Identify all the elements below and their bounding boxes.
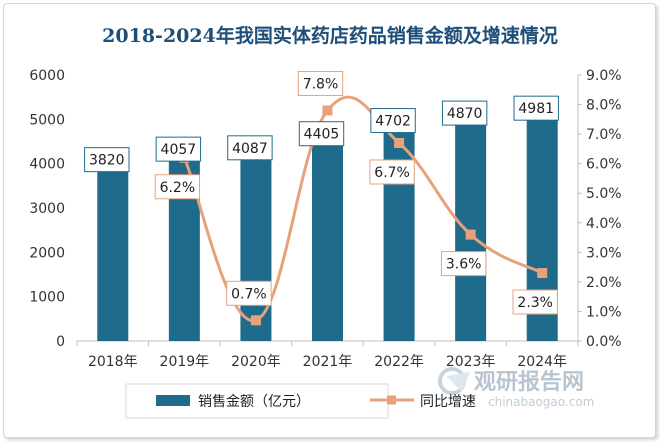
- right-axis-tick-label: 2.0%: [586, 275, 622, 291]
- x-axis-category-label: 2020年: [231, 354, 281, 370]
- left-axis-tick-label: 4000: [29, 157, 65, 173]
- growth-data-label-text: 7.8%: [303, 76, 339, 92]
- bar-data-label: 4057: [155, 136, 202, 162]
- bar-data-label-text: 4405: [304, 127, 340, 143]
- growth-marker: [322, 105, 333, 116]
- growth-data-label: 3.6%: [440, 251, 487, 277]
- right-axis-tick-label: 5.0%: [586, 186, 622, 202]
- x-axis-category-label: 2024年: [517, 354, 567, 370]
- bar-data-label-text: 4870: [447, 106, 483, 122]
- right-axis-tick-label: 3.0%: [586, 245, 622, 261]
- bar-data-label-box: [513, 95, 559, 121]
- bar: [97, 171, 129, 341]
- watermark-url: chinabaogao.com: [488, 395, 594, 409]
- right-axis-tick-label: 7.0%: [586, 127, 622, 143]
- bar-data-label-box: [155, 136, 202, 162]
- growth-data-label-box: [369, 159, 415, 185]
- legend-line-label: 同比增速: [420, 394, 476, 410]
- growth-data-label: 2.3%: [512, 289, 558, 315]
- right-axis-tick-label: 6.0%: [586, 157, 622, 173]
- growth-data-label: 0.7%: [226, 280, 272, 306]
- left-axis-tick-label: 6000: [29, 68, 65, 84]
- x-axis-category-label: 2022年: [374, 354, 424, 370]
- right-axis-tick-label: 4.0%: [586, 216, 622, 232]
- x-axis-category-label: 2018年: [88, 354, 138, 370]
- data-labels: 3820 4057 4087 4405 4702 4870 4981 6.2% 0.7% 7.8%…: [84, 70, 559, 315]
- bar-data-label-box: [84, 147, 130, 173]
- growth-data-label-box: [512, 289, 558, 315]
- growth-data-label-text: 6.7%: [374, 165, 410, 181]
- chart-title: 2018-2024年我国实体药店药品销售金额及增速情况: [102, 24, 558, 47]
- bar-data-label: 3820: [84, 147, 130, 173]
- right-axis-tick-label: 9.0%: [586, 68, 622, 84]
- bar-data-label-text: 4087: [232, 141, 268, 157]
- legend-bar-label: 销售金额（亿元）: [198, 394, 310, 410]
- bar-data-label-text: 4981: [518, 101, 554, 117]
- growth-data-label-box: [226, 280, 272, 306]
- bar-data-label: 4405: [298, 121, 345, 147]
- growth-data-label-box: [154, 174, 201, 200]
- right-axis-tick-label: 8.0%: [586, 98, 622, 114]
- bar-data-label-text: 3820: [89, 153, 125, 169]
- watermark-logo-icon: [438, 367, 470, 395]
- bar-data-label: 4702: [370, 108, 416, 134]
- left-axis-tick-label: 1000: [29, 290, 65, 306]
- legend-line-marker: [387, 395, 396, 405]
- right-axis-tick-label: 0.0%: [586, 334, 622, 350]
- right-axis-tick-label: 1.0%: [586, 304, 622, 320]
- growth-data-label: 7.8%: [297, 70, 344, 96]
- legend: 销售金额（亿元） 同比增速: [125, 383, 476, 419]
- growth-marker: [250, 315, 261, 326]
- x-axis-category-label: 2021年: [303, 354, 353, 370]
- watermark: 观研报告网 chinabaogao.com: [438, 367, 594, 409]
- bar-data-label-text: 4057: [161, 142, 197, 158]
- bar-data-label-text: 4702: [375, 114, 411, 130]
- growth-data-label: 6.2%: [154, 174, 201, 200]
- bar-data-label-box: [298, 121, 345, 147]
- bar: [240, 159, 272, 341]
- growth-data-label-box: [297, 70, 344, 96]
- growth-data-label-text: 3.6%: [446, 257, 482, 273]
- growth-data-label-text: 2.3%: [517, 295, 553, 311]
- watermark-brand: 观研报告网: [474, 370, 584, 395]
- axes-group: 0 1000 2000 3000 4000 5000 6000 0.0% 1.0% 2.0% 3.0…: [29, 68, 621, 370]
- growth-data-label-text: 0.7%: [231, 286, 267, 302]
- bar-data-label: 4981: [513, 95, 559, 121]
- left-axis-tick-label: 0: [56, 334, 65, 350]
- left-axis-tick-label: 3000: [29, 201, 65, 217]
- growth-data-label-box: [440, 251, 487, 277]
- x-axis-category-label: 2023年: [446, 354, 496, 370]
- growth-marker: [465, 229, 476, 240]
- x-axis-category-label: 2019年: [160, 354, 210, 370]
- legend-bar-swatch: [156, 395, 190, 406]
- bar-data-label-box: [227, 135, 273, 161]
- bar-data-label-box: [370, 108, 416, 134]
- bar-data-label: 4870: [441, 100, 488, 126]
- growth-data-label-text: 6.2%: [160, 180, 196, 196]
- bar-data-label-box: [441, 100, 488, 126]
- left-axis-tick-label: 5000: [29, 112, 65, 128]
- bar-data-label: 4087: [227, 135, 273, 161]
- left-axis-tick-label: 2000: [29, 245, 65, 261]
- bar: [312, 145, 343, 341]
- growth-marker: [537, 268, 548, 279]
- growth-data-label: 6.7%: [369, 159, 415, 185]
- growth-marker: [394, 137, 405, 148]
